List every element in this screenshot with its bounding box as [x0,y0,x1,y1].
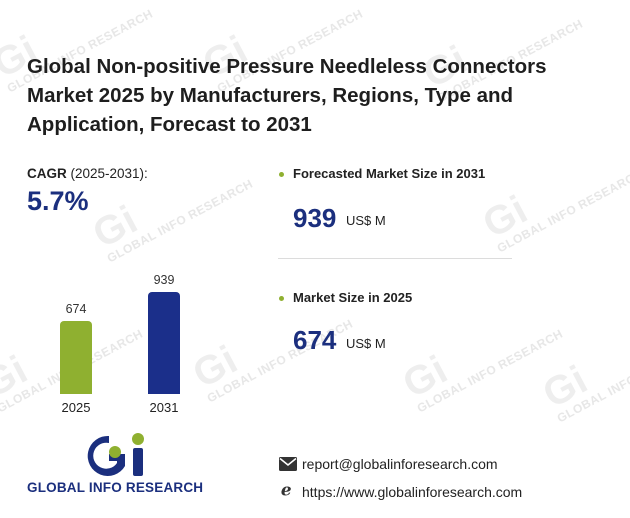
brand-logo: GLOBAL INFO RESEARCH [27,430,207,496]
cagr-label: CAGR (2025-2031): [27,166,148,181]
bar-2031 [148,292,180,394]
forecast-label: Forecasted Market Size in 2031 [293,166,486,181]
divider [278,258,512,259]
bullet-dot [279,172,284,177]
current-unit: US$ M [346,336,386,351]
current-value: 674 [293,325,337,355]
current-label: Market Size in 2025 [293,290,413,305]
cagr-value: 5.7% [27,186,89,216]
bar-2025 [60,320,92,394]
bar-category-label: 2031 [149,400,179,415]
mail-icon [279,457,297,471]
forecast-unit: US$ M [346,213,386,228]
market-size-bar-chart: 674 2025 939 2031 [40,262,215,422]
bar-category-label: 2025 [61,400,91,415]
contact-email[interactable]: report@globalinforesearch.com [302,456,498,472]
bar-value-label: 939 [153,273,175,287]
gi-logo-mark-icon [87,433,144,476]
report-title: Global Non-positive Pressure Needleless … [27,55,547,136]
brand-name: GLOBAL INFO RESEARCH [27,480,204,495]
browser-e-icon: e [281,482,292,498]
bar-value-label: 674 [65,301,87,316]
forecast-value: 939 [293,203,337,233]
svg-text:e: e [281,482,292,498]
contact-website[interactable]: https://www.globalinforesearch.com [302,484,523,500]
bullet-dot [279,296,284,301]
